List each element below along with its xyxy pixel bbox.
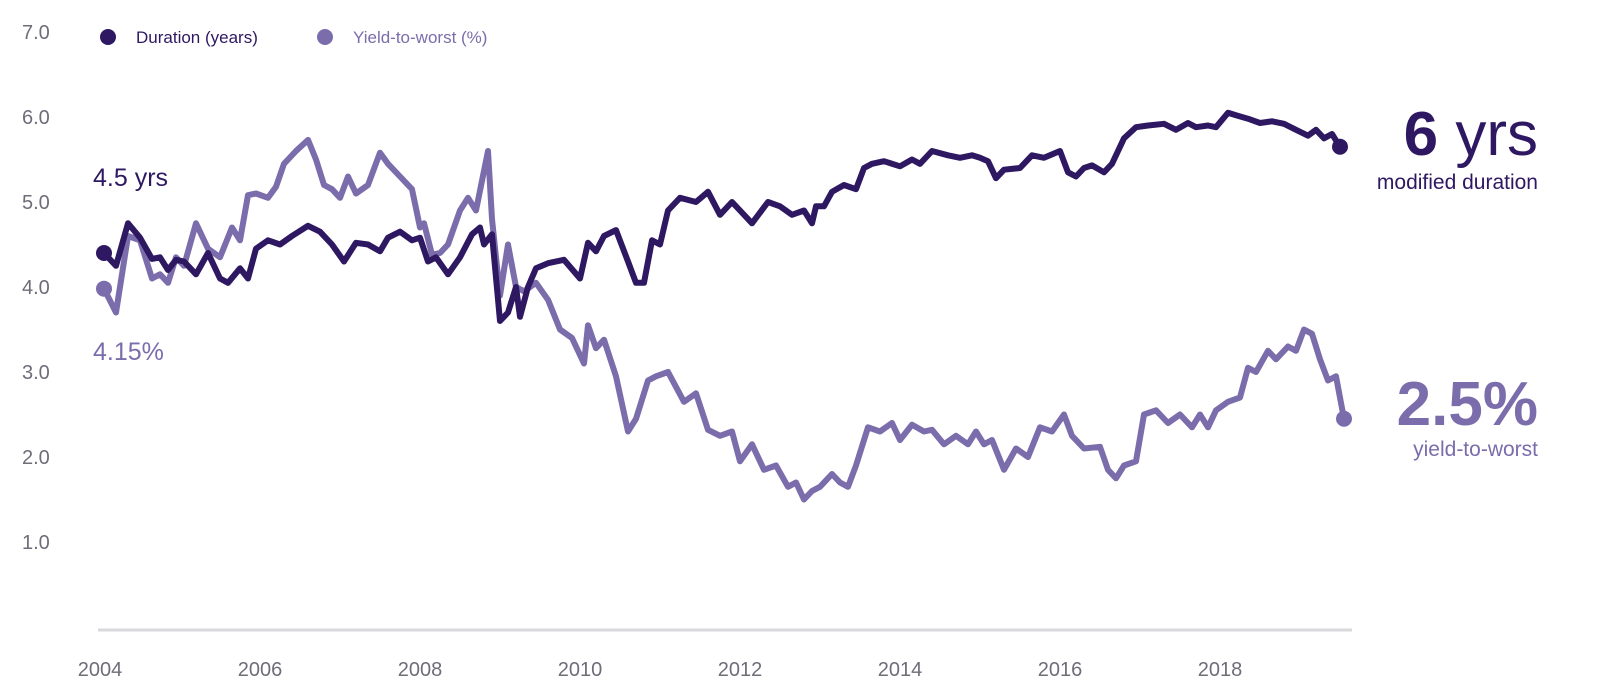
x-tick-label: 2018 (1198, 659, 1243, 681)
duration-end-value: 6 yrs (1404, 100, 1538, 169)
y-tick-label: 6.0 (22, 107, 50, 129)
x-tick-label: 2004 (78, 659, 123, 681)
y-tick-label: 1.0 (22, 532, 50, 554)
x-tick-label: 2012 (718, 659, 763, 681)
duration-end-caption: modified duration (1377, 171, 1538, 194)
legend: Duration (years) Yield-to-worst (%) (100, 28, 487, 47)
yield-end-caption: yield-to-worst (1413, 438, 1538, 461)
series-layer (96, 109, 1352, 503)
duration-end-number: 6 (1404, 100, 1438, 169)
y-tick-label: 7.0 (22, 22, 50, 44)
yield-end-value: 2.5% (1397, 370, 1538, 439)
legend-label-duration: Duration (years) (136, 28, 258, 47)
x-tick-label: 2016 (1038, 659, 1083, 681)
duration-start-point (96, 245, 112, 261)
y-tick-label: 3.0 (22, 362, 50, 384)
x-axis-ticks: 2004 2006 2008 2010 2012 2014 2016 2018 (78, 659, 1243, 681)
series-line-duration (101, 109, 1343, 324)
legend-label-yield: Yield-to-worst (%) (353, 28, 487, 47)
y-axis-ticks: 1.0 2.0 3.0 4.0 5.0 6.0 7.0 (22, 22, 50, 554)
x-tick-label: 2006 (238, 659, 283, 681)
y-tick-label: 4.0 (22, 277, 50, 299)
x-tick-label: 2014 (878, 659, 923, 681)
duration-start-label: 4.5 yrs (93, 164, 168, 192)
duration-end-unit: yrs (1438, 100, 1538, 169)
yield-end-point (1336, 410, 1352, 427)
x-tick-label: 2010 (558, 659, 603, 681)
y-tick-label: 2.0 (22, 447, 50, 469)
legend-marker-duration (100, 29, 116, 45)
yield-start-label: 4.15% (93, 338, 164, 366)
series-line-yield (101, 136, 1347, 503)
yield-start-point (96, 280, 112, 297)
duration-end-point (1332, 138, 1348, 155)
x-tick-label: 2008 (398, 659, 443, 681)
y-tick-label: 5.0 (22, 192, 50, 214)
legend-marker-yield (317, 29, 333, 45)
